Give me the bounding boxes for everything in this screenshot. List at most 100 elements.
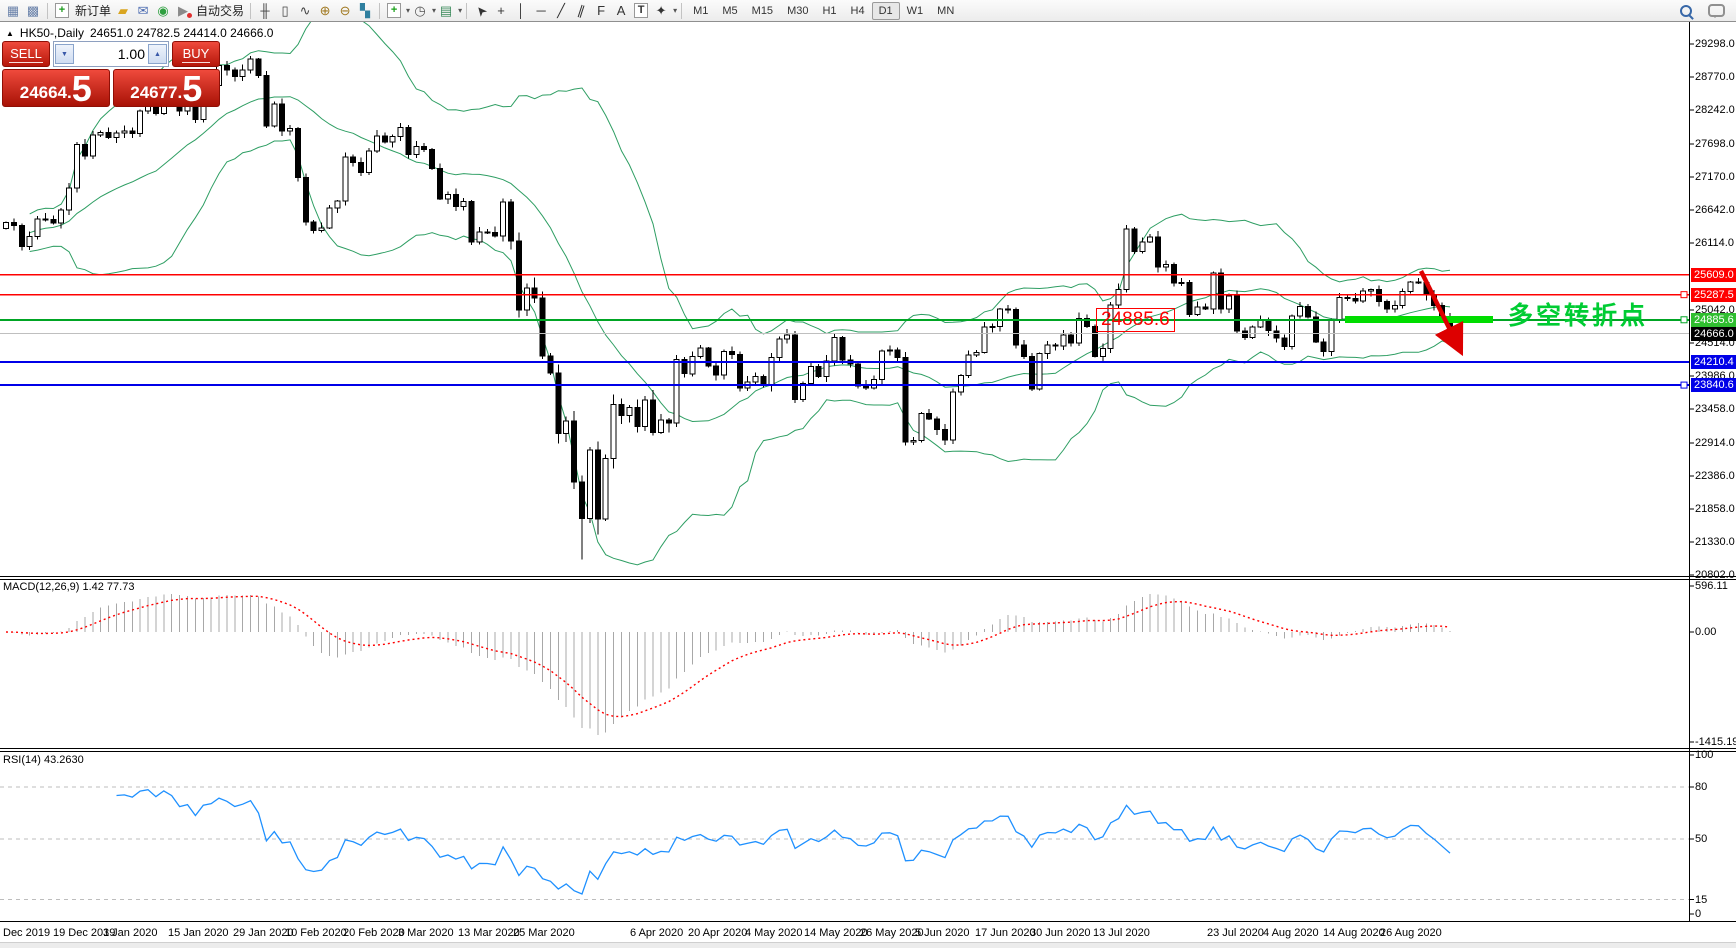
search-button[interactable] <box>1676 2 1696 20</box>
chat-button[interactable] <box>1706 2 1726 20</box>
templates-button[interactable]: ▤ <box>436 2 456 20</box>
new-order-icon: + <box>55 3 69 18</box>
chinese-annotation[interactable]: 多空转折点 <box>1508 302 1649 330</box>
rsi-tick-label: 100 <box>1695 749 1714 761</box>
bar-chart-icon: ╫ <box>260 2 270 18</box>
sell-price[interactable]: 24664. 5 <box>2 69 110 107</box>
line-handle-23840.6[interactable] <box>1680 381 1688 389</box>
macd-rsi-separator[interactable] <box>0 748 1736 749</box>
timeframe-m5-button[interactable]: M5 <box>722 4 738 17</box>
fibonacci-button[interactable]: F <box>591 2 611 20</box>
price-badge-23840.6: 23840.6 <box>1691 378 1736 393</box>
crosshair-icon: + <box>497 2 505 18</box>
price-badge-25287.5: 25287.5 <box>1691 287 1736 302</box>
volume-increase-button[interactable]: ▲ <box>148 44 167 64</box>
sell-price-int: 24664. <box>19 83 72 102</box>
zoom-in-button[interactable]: ⊕ <box>315 2 335 20</box>
timeframe-h1-button[interactable]: H1 <box>822 4 837 17</box>
toolbar-separator <box>250 2 252 19</box>
buy-price[interactable]: 24677. 5 <box>112 68 220 109</box>
bar-chart-button[interactable]: ╫ <box>255 2 275 20</box>
indicators-button[interactable]: + <box>384 2 404 20</box>
line-handle-25287.5[interactable] <box>1680 291 1688 299</box>
price-tick-label: 23458.0 <box>1695 403 1735 415</box>
down-arrow-annotation[interactable] <box>1418 270 1464 357</box>
sell-button-label: SELL <box>9 45 43 63</box>
periods-button-dropdown-icon[interactable]: ▾ <box>432 6 437 15</box>
price-tick-label: 27170.0 <box>1695 171 1735 183</box>
symbol-title-bar: ▲ HK50-,Daily 24651.0 24782.5 24414.0 24… <box>6 26 273 40</box>
trendline-icon: ╱ <box>557 2 565 18</box>
symbol-ohlc: 24651.0 24782.5 24414.0 24666.0 <box>89 26 274 40</box>
autotrading-button-label[interactable]: 自动交易 <box>196 4 245 18</box>
rsi-tick-label: 0 <box>1695 908 1702 920</box>
date-label: 5 Jun 2020 <box>915 927 970 939</box>
new-chart-button[interactable]: ▦ <box>3 2 23 20</box>
text-button[interactable]: A <box>611 2 631 20</box>
support-band-annotation[interactable] <box>1345 316 1493 323</box>
date-label: 14 May 2020 <box>804 927 868 939</box>
tile-windows-button[interactable]: ▚ <box>355 2 375 20</box>
vertical-line-button[interactable]: │ <box>511 2 531 20</box>
periods-button[interactable]: ◷ <box>410 2 430 20</box>
price-tick-label: 26114.0 <box>1695 237 1734 249</box>
timeframe-mn-button[interactable]: MN <box>937 4 955 17</box>
buy-price-pips: 5 <box>182 68 203 109</box>
label-button[interactable]: T <box>631 2 651 20</box>
gold-bar-icon-button[interactable]: ▰ <box>113 2 133 20</box>
price-annotation[interactable]: 24885.6 <box>1096 308 1175 332</box>
date-label: Dec 2019 <box>3 927 51 939</box>
indicators-icon: + <box>387 3 402 18</box>
line-chart-button[interactable]: ∿ <box>295 2 315 20</box>
timeframe-m30-button[interactable]: M30 <box>787 4 809 17</box>
profiles-button[interactable]: ▩ <box>23 2 43 20</box>
timeframe-w1-button[interactable]: W1 <box>906 4 924 17</box>
date-label: 10 Feb 2020 <box>285 927 347 939</box>
candlestick-chart-button[interactable]: ▯ <box>275 2 295 20</box>
indicators-button-dropdown-icon[interactable]: ▾ <box>406 6 411 15</box>
toolbar-right-icons <box>1676 2 1736 20</box>
collapse-icon[interactable]: ▲ <box>6 28 14 38</box>
arrows-button-dropdown-icon[interactable]: ▾ <box>673 6 678 15</box>
arrows-button[interactable]: ✦ <box>651 2 671 20</box>
toolbar: ▦ ▩ + 新订单 ▰ ✉ ◉ ▶ 自动交易 ╫ ▯ ∿ ⊕ ⊖ ▚ + ▾ ◷ ▾ ▤ ▾ ➤ + │ ─ ╱ ∥ F A T ✦ ▾ M1 M… <box>0 0 1736 22</box>
volume-input[interactable] <box>74 45 148 63</box>
autotrading-button[interactable]: ▶ <box>173 2 193 20</box>
timeframe-m15-button[interactable]: M15 <box>751 4 774 17</box>
sell-button[interactable]: SELL <box>2 41 50 67</box>
date-label: 14 Aug 2020 <box>1323 927 1385 939</box>
volume-decrease-button[interactable]: ▼ <box>55 44 74 64</box>
timeframe-m1-button[interactable]: M1 <box>693 4 709 17</box>
date-label: 3 Jan 2020 <box>103 927 158 939</box>
templates-button-dropdown-icon[interactable]: ▾ <box>458 6 463 15</box>
fibonacci-icon: F <box>597 2 606 18</box>
zoom-out-button[interactable]: ⊖ <box>335 2 355 20</box>
channel-button[interactable]: ∥ <box>571 2 591 20</box>
price-axis-line <box>1689 22 1690 921</box>
date-label: 20 Feb 2020 <box>343 927 405 939</box>
crosshair-button[interactable]: + <box>491 2 511 20</box>
buy-button[interactable]: BUY <box>172 41 220 67</box>
candles-layer <box>3 55 1453 560</box>
main-macd-separator[interactable] <box>0 576 1736 577</box>
trendline-button[interactable]: ╱ <box>551 2 571 20</box>
rsi-tick-label: 80 <box>1695 781 1708 793</box>
one-click-trading-panel: SELL ▼ ▲ BUY 24664.5 24677.5 <box>2 41 220 107</box>
horizontal-line-button[interactable]: ─ <box>531 2 551 20</box>
new-order-button[interactable]: + <box>52 2 72 20</box>
signals-button[interactable]: ◉ <box>153 2 173 20</box>
zoom-out-icon: ⊖ <box>339 2 351 18</box>
horizontal-line-icon: ─ <box>536 2 546 18</box>
line-handle-24885.6[interactable] <box>1680 316 1688 324</box>
timeframe-d1-button[interactable]: D1 <box>871 1 900 20</box>
toolbar-separator <box>681 2 683 19</box>
new-order-button-label[interactable]: 新订单 <box>75 4 112 18</box>
price-tick-label: 28770.0 <box>1695 71 1735 83</box>
cursor-button[interactable]: ➤ <box>471 2 491 20</box>
timeframe-h4-button[interactable]: H4 <box>850 4 865 17</box>
mail-button[interactable]: ✉ <box>133 2 153 20</box>
price-tick-label: 28242.0 <box>1695 104 1735 116</box>
price-badge-24666.0: 24666.0 <box>1691 326 1736 341</box>
